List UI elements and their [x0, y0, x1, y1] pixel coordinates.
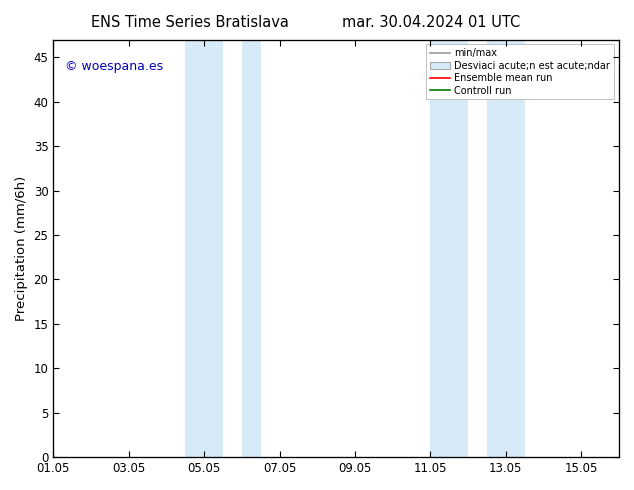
Y-axis label: Precipitation (mm/6h): Precipitation (mm/6h): [15, 176, 28, 321]
Bar: [242, 40, 261, 457]
Bar: [185, 40, 223, 457]
Legend: min/max, Desviaci acute;n est acute;ndar, Ensemble mean run, Controll run: min/max, Desviaci acute;n est acute;ndar…: [426, 45, 614, 99]
Text: © woespana.es: © woespana.es: [65, 60, 163, 74]
Text: ENS Time Series Bratislava: ENS Time Series Bratislava: [91, 15, 289, 30]
Bar: [487, 40, 525, 457]
Text: mar. 30.04.2024 01 UTC: mar. 30.04.2024 01 UTC: [342, 15, 521, 30]
Bar: [430, 40, 468, 457]
